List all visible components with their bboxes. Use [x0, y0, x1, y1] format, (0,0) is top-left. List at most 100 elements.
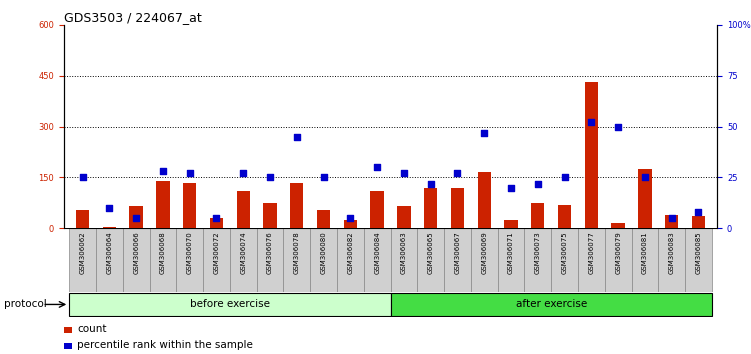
Point [264, 175, 276, 180]
Text: GSM306078: GSM306078 [294, 232, 300, 274]
Text: GSM306067: GSM306067 [454, 232, 460, 274]
Bar [685, 228, 712, 292]
Bar [524, 228, 551, 292]
Bar [337, 228, 363, 292]
Bar [578, 228, 605, 292]
Bar [444, 228, 471, 292]
Bar [659, 228, 685, 292]
Bar [176, 228, 203, 292]
Bar [69, 293, 391, 316]
Point [639, 175, 651, 180]
Point [77, 175, 89, 180]
Bar [69, 228, 96, 292]
Bar [370, 191, 384, 228]
Point [692, 209, 704, 215]
Point [371, 164, 383, 170]
Text: GSM306081: GSM306081 [642, 232, 648, 274]
Bar [149, 228, 176, 292]
Text: GSM306076: GSM306076 [267, 232, 273, 274]
Text: GSM306083: GSM306083 [668, 232, 674, 274]
Bar [230, 228, 257, 292]
Bar [64, 327, 72, 333]
Point [665, 215, 677, 221]
Point [184, 171, 196, 176]
Text: GSM306073: GSM306073 [535, 232, 541, 274]
Bar [210, 218, 223, 228]
Point [585, 120, 597, 125]
Bar [611, 223, 625, 228]
Point [104, 205, 116, 211]
Bar [283, 228, 310, 292]
Point [398, 171, 410, 176]
Point [157, 169, 169, 174]
Bar [418, 228, 444, 292]
Bar [344, 220, 357, 228]
Bar [264, 203, 276, 228]
Bar [692, 216, 705, 228]
Bar [471, 228, 498, 292]
Text: GSM306080: GSM306080 [321, 232, 327, 274]
Text: GSM306084: GSM306084 [374, 232, 380, 274]
Text: GSM306068: GSM306068 [160, 232, 166, 274]
Bar [203, 228, 230, 292]
Bar [257, 228, 283, 292]
Point [130, 215, 142, 221]
Bar [96, 228, 122, 292]
Bar [310, 228, 337, 292]
Bar [397, 206, 411, 228]
Bar [363, 228, 391, 292]
Bar [605, 228, 632, 292]
Bar [478, 172, 491, 228]
Bar [424, 188, 437, 228]
Point [612, 124, 624, 129]
Point [559, 175, 571, 180]
Point [424, 181, 436, 186]
Text: GSM306070: GSM306070 [187, 232, 193, 274]
Point [345, 215, 357, 221]
Text: before exercise: before exercise [190, 299, 270, 309]
Text: GSM306064: GSM306064 [107, 232, 113, 274]
Bar [585, 82, 598, 228]
Bar [76, 210, 89, 228]
Text: GSM306074: GSM306074 [240, 232, 246, 274]
Point [505, 185, 517, 190]
Bar [638, 169, 652, 228]
Text: GSM306066: GSM306066 [133, 232, 139, 274]
Text: percentile rank within the sample: percentile rank within the sample [77, 340, 253, 350]
Text: GSM306062: GSM306062 [80, 232, 86, 274]
Text: GSM306082: GSM306082 [348, 232, 354, 274]
Text: GSM306071: GSM306071 [508, 232, 514, 274]
Bar [183, 183, 196, 228]
Bar [551, 228, 578, 292]
Bar [665, 215, 678, 228]
Text: GSM306072: GSM306072 [213, 232, 219, 274]
Bar [64, 343, 72, 349]
Bar [103, 227, 116, 228]
Point [237, 171, 249, 176]
Bar [498, 228, 524, 292]
Bar [531, 203, 544, 228]
Bar [317, 210, 330, 228]
Bar [122, 228, 149, 292]
Text: GSM306077: GSM306077 [588, 232, 594, 274]
Bar [237, 191, 250, 228]
Bar [391, 293, 712, 316]
Bar [505, 220, 517, 228]
Text: count: count [77, 324, 107, 334]
Point [478, 130, 490, 136]
Bar [129, 206, 143, 228]
Point [451, 171, 463, 176]
Point [291, 134, 303, 139]
Point [532, 181, 544, 186]
Bar [156, 181, 170, 228]
Bar [391, 228, 418, 292]
Bar [558, 205, 572, 228]
Text: GSM306075: GSM306075 [562, 232, 568, 274]
Text: GDS3503 / 224067_at: GDS3503 / 224067_at [64, 11, 201, 24]
Bar [290, 183, 303, 228]
Text: GSM306085: GSM306085 [695, 232, 701, 274]
Text: GSM306079: GSM306079 [615, 232, 621, 274]
Text: protocol: protocol [4, 299, 47, 309]
Bar [451, 188, 464, 228]
Point [318, 175, 330, 180]
